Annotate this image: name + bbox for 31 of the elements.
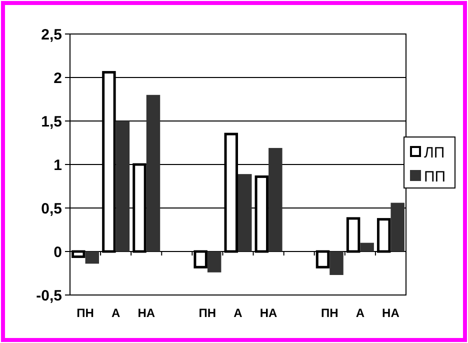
bar [238, 174, 252, 252]
y-tick-label: -0,5 [36, 287, 62, 304]
bar [360, 242, 374, 252]
legend-label: ПП [424, 168, 446, 186]
bar [207, 252, 222, 272]
bar [316, 250, 330, 268]
y-tick-label: 2 [54, 70, 62, 87]
bar [116, 121, 130, 252]
bar [85, 252, 100, 264]
x-tick-label: ПН [76, 306, 94, 320]
y-tick-label: 1,5 [41, 113, 62, 130]
bar [268, 148, 282, 252]
x-tick-label: НА [260, 306, 278, 320]
bar [330, 252, 344, 275]
bar [390, 202, 404, 252]
bar [376, 218, 391, 253]
y-tick-label: 0,5 [41, 200, 62, 218]
bar [346, 217, 360, 253]
x-tick-label: ПН [198, 306, 216, 320]
x-tick-label: А [234, 306, 243, 320]
x-tick-label: А [356, 306, 365, 320]
bar [194, 250, 208, 268]
y-tick-label: 2,5 [41, 26, 62, 44]
x-tick-label: А [111, 306, 120, 320]
x-tick-label: НА [138, 306, 156, 320]
bar [146, 94, 160, 252]
legend-label: ЛП [424, 144, 445, 162]
x-tick-label: НА [382, 306, 400, 320]
y-tick-label: 0 [54, 244, 62, 261]
y-tick-label: 1 [54, 156, 62, 174]
x-tick-label: ПН [320, 306, 338, 320]
